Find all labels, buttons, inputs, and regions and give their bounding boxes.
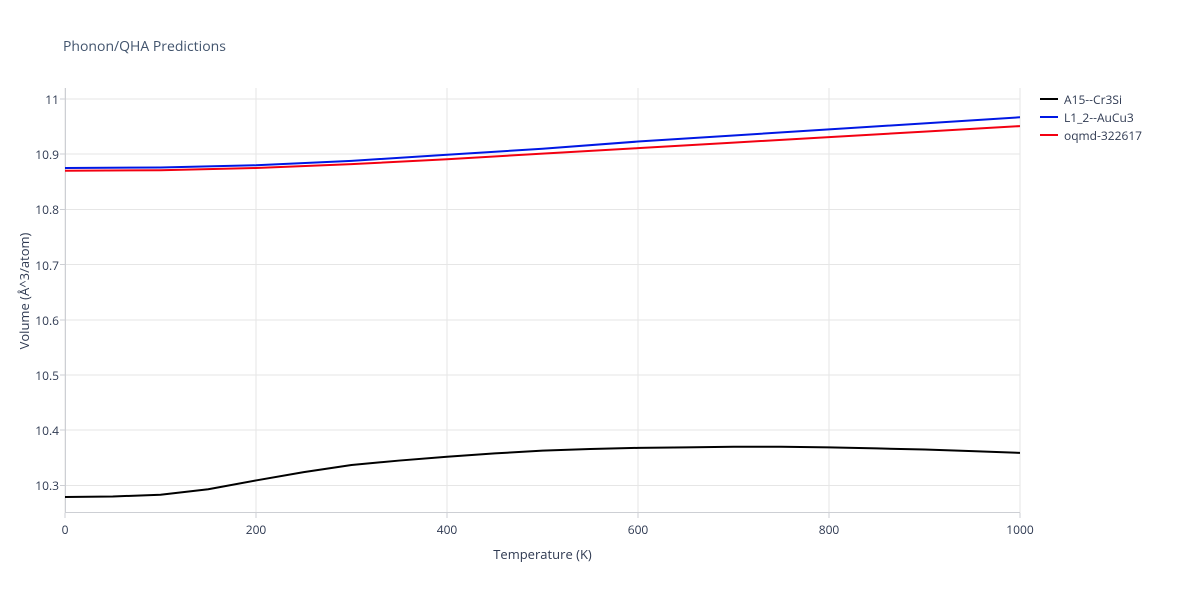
x-tick-label: 200	[241, 521, 271, 538]
y-axis-label: Volume (Å^3/atom)	[15, 211, 33, 371]
series-lines	[65, 88, 1020, 513]
legend-swatch-icon	[1040, 116, 1058, 118]
legend-item[interactable]: L1_2--AuCu3	[1040, 108, 1142, 126]
x-axis-label: Temperature (K)	[463, 545, 623, 563]
legend-label: A15--Cr3Si	[1064, 91, 1122, 108]
legend-swatch-icon	[1040, 134, 1058, 136]
plot-area[interactable]	[65, 88, 1020, 513]
x-tick-label: 400	[432, 521, 462, 538]
x-tick-label: 600	[623, 521, 653, 538]
y-tick-label: 10.3	[23, 477, 59, 494]
series-line-0[interactable]	[65, 447, 1020, 497]
y-tick-label: 10.9	[23, 146, 59, 163]
y-tick-label: 11	[23, 91, 59, 108]
legend-item[interactable]: A15--Cr3Si	[1040, 90, 1142, 108]
legend-swatch-icon	[1040, 98, 1058, 100]
legend-item[interactable]: oqmd-322617	[1040, 126, 1142, 144]
chart-title: Phonon/QHA Predictions	[63, 37, 226, 56]
x-tick-label: 0	[50, 521, 80, 538]
legend[interactable]: A15--Cr3SiL1_2--AuCu3oqmd-322617	[1040, 90, 1142, 144]
legend-label: oqmd-322617	[1064, 127, 1142, 144]
x-tick-label: 800	[814, 521, 844, 538]
y-tick-label: 10.4	[23, 422, 59, 439]
legend-label: L1_2--AuCu3	[1064, 109, 1134, 126]
chart-container: Phonon/QHA Predictions 0 200 400 600 800 1000…	[0, 0, 1200, 600]
series-line-1[interactable]	[65, 117, 1020, 168]
x-tick-label: 1000	[1005, 521, 1035, 538]
